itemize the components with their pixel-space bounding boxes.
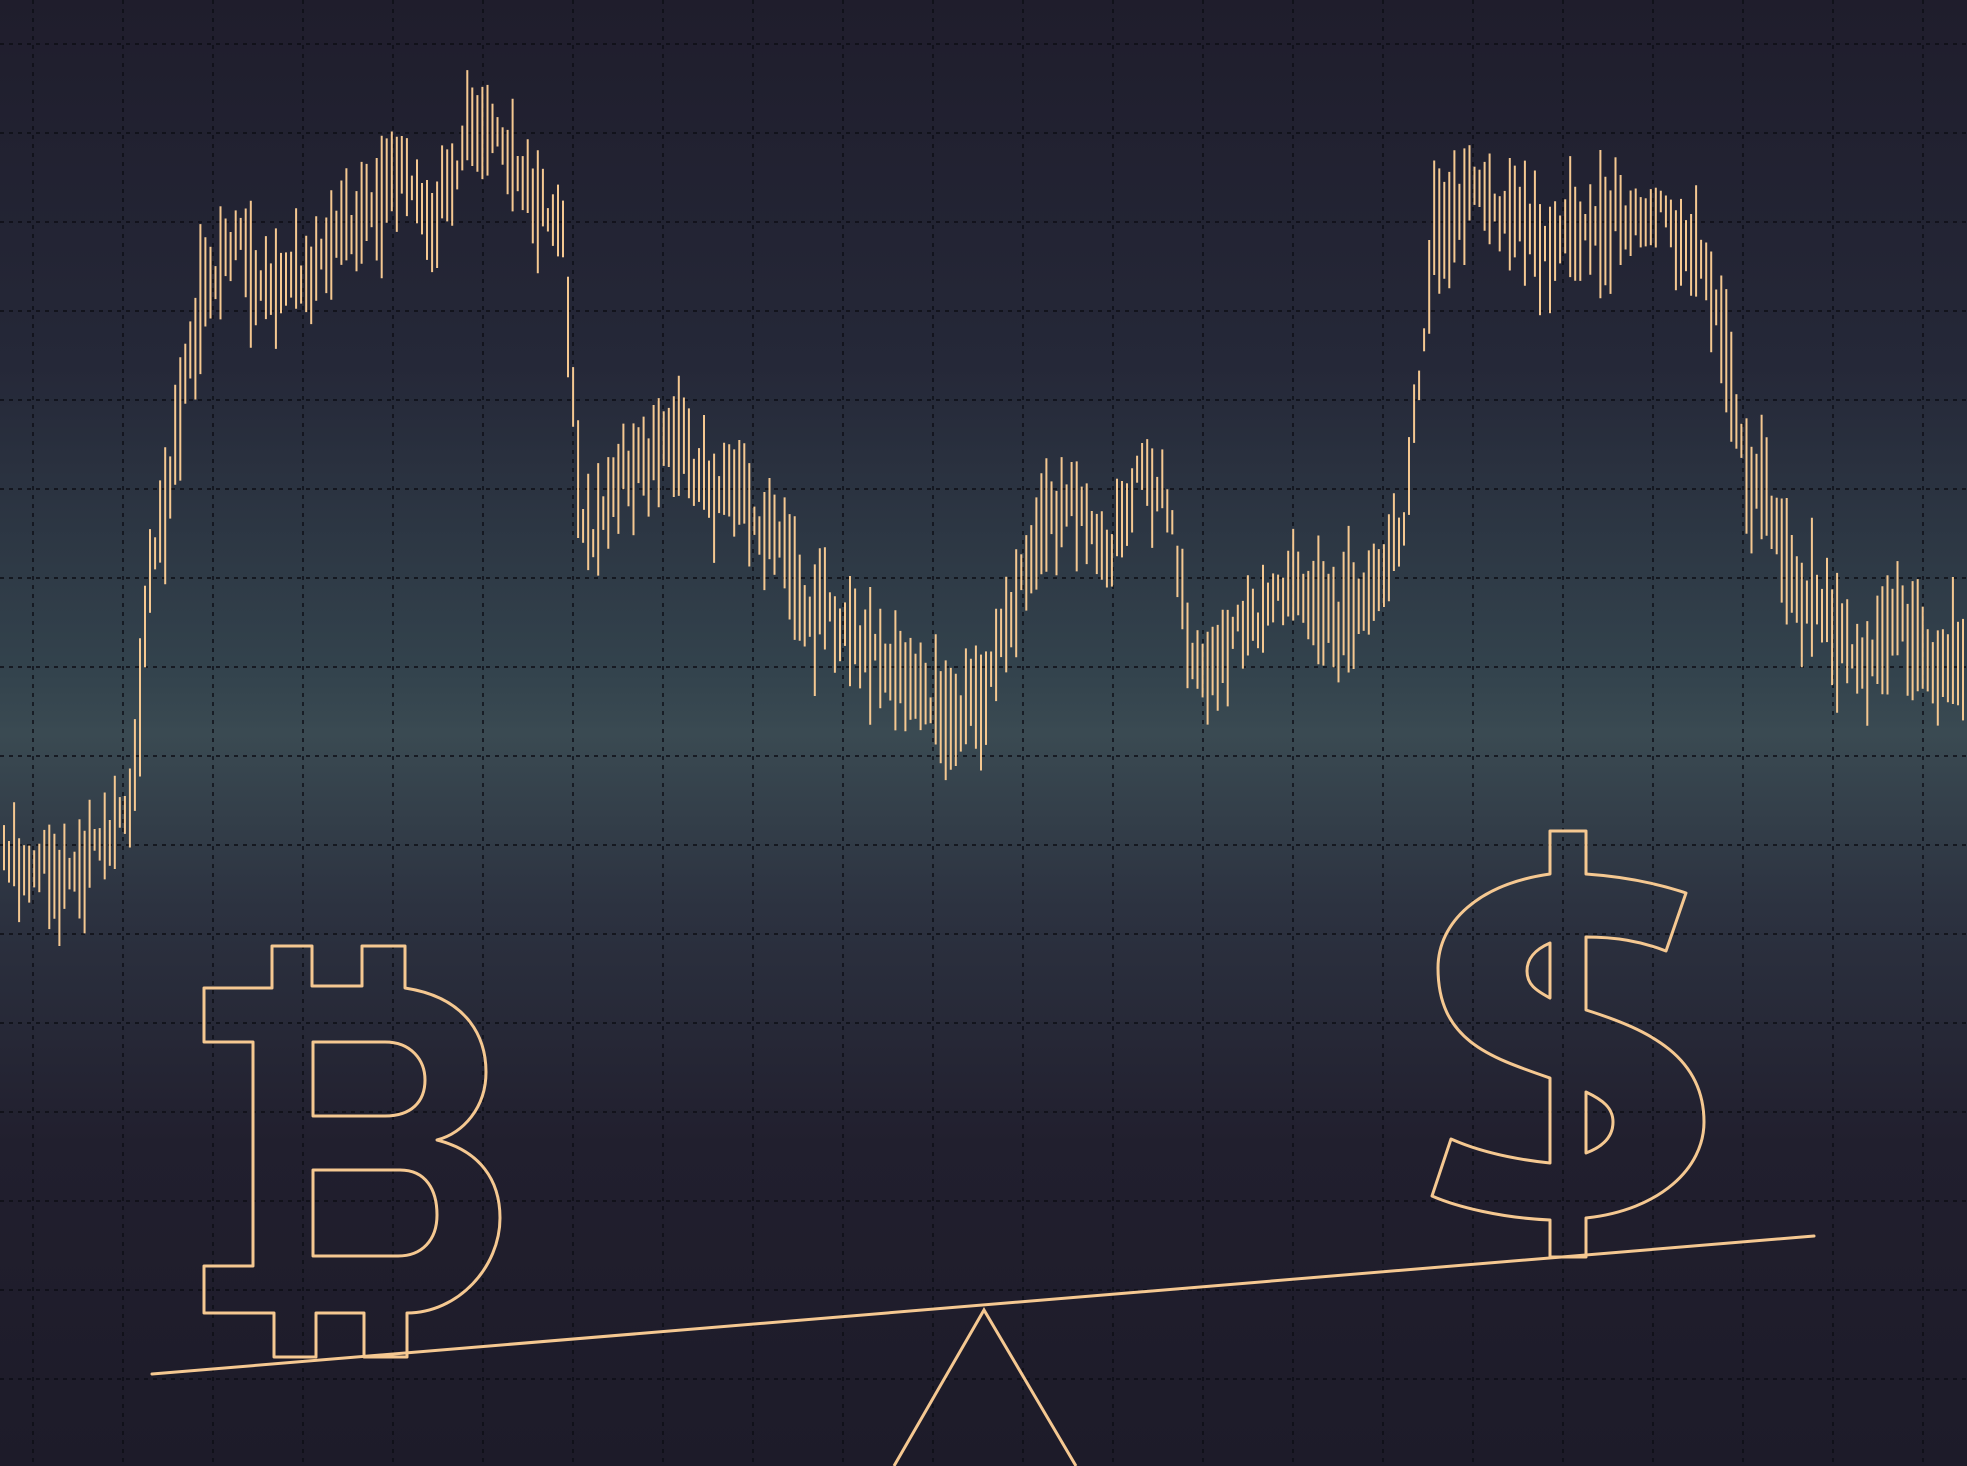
seesaw-fulcrum <box>892 1307 1078 1466</box>
dollar-icon <box>1430 829 1706 1259</box>
bitcoin-icon <box>202 944 502 1359</box>
price-bars <box>3 70 1964 946</box>
seesaw-beam <box>150 1234 1816 1376</box>
